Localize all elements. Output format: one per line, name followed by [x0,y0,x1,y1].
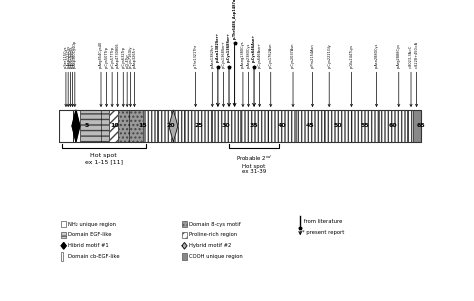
Text: p.Cys646Asn+: p.Cys646Asn+ [258,42,262,68]
Text: Hot spot
ex 1-15 [11]: Hot spot ex 1-15 [11] [85,154,123,164]
Text: p.Asn2880Cys: p.Asn2880Cys [374,43,379,68]
Bar [151,110,413,142]
Text: from literature: from literature [302,219,343,224]
Text: p.Asn1382Ser+: p.Asn1382Ser+ [216,32,220,62]
Text: p.Cys632Trp: p.Cys632Trp [121,46,125,68]
Text: 50: 50 [333,123,342,129]
Text: 25: 25 [194,123,203,129]
Polygon shape [72,110,80,142]
Polygon shape [61,243,66,249]
Bar [413,110,421,142]
Text: 55: 55 [361,123,370,129]
Text: p.Thr6486_Asp1487aaVal3Leu: p.Thr6486_Asp1487aaVal3Leu [233,0,237,39]
Text: p.Cys1368Ser+: p.Cys1368Ser+ [221,40,226,68]
Text: p.Asp3265+: p.Asp3265+ [132,46,137,68]
Bar [61,221,66,227]
Text: p.Cys1762Asn: p.Cys1762Asn [269,43,273,68]
Bar [59,110,73,142]
Bar [182,232,187,238]
Text: p.Asp122Cys: p.Asp122Cys [66,45,70,68]
Text: 5: 5 [85,123,89,129]
Text: 30: 30 [222,123,230,129]
Text: p.Cys1368Ser+: p.Cys1368Ser+ [227,32,231,62]
Text: p.Asn148Cys: p.Asn148Cys [71,45,74,68]
Text: Proline-rich region: Proline-rich region [189,232,237,237]
Text: COOH unique region: COOH unique region [189,254,243,259]
Text: p.Cys2221Gly: p.Cys2221Gly [327,43,331,68]
Text: 40: 40 [278,123,286,129]
Bar [118,110,143,142]
Text: Domain 8-cys motif: Domain 8-cys motif [189,222,241,227]
Text: p.Cys2037Asn: p.Cys2037Asn [291,43,295,68]
Text: c.8228+450>A: c.8228+450>A [415,41,419,68]
Text: 20: 20 [166,123,175,129]
Bar [61,232,66,238]
Text: * present report: * present report [302,231,345,235]
Text: NH₂ unique region: NH₂ unique region [68,222,116,227]
Text: Hibrid motif #1: Hibrid motif #1 [68,243,109,248]
Text: 60: 60 [389,123,398,129]
Text: p.Pro2154Asn: p.Pro2154Asn [310,43,314,68]
Polygon shape [169,110,178,142]
Text: c.8023-3A>C: c.8023-3A>C [409,45,413,68]
Text: 10: 10 [110,123,119,129]
Text: p.Asng1380Cys: p.Asng1380Cys [241,40,245,68]
Text: p.Asp4730806: p.Asp4730806 [116,42,120,68]
Text: p.D-4Tyr: p.D-4Tyr [125,53,129,68]
Text: p.Thr1321Thr: p.Thr1321Thr [193,44,198,68]
Text: p.Cys577Trp: p.Cys577Trp [110,46,114,68]
Text: p.Arg2888Cys: p.Arg2888Cys [397,43,401,68]
Text: 35: 35 [250,123,258,129]
Text: 65: 65 [417,123,425,129]
Bar [143,110,151,142]
Bar [109,110,118,142]
Bar [182,221,187,227]
Text: p.Glu2447Lys: p.Glu2447Lys [349,44,354,68]
Text: Domain cb-EGF-like: Domain cb-EGF-like [68,254,120,259]
Text: 15: 15 [138,123,147,129]
Text: Probable 2$^{nd}$
Hot spot
ex 31-39: Probable 2$^{nd}$ Hot spot ex 31-39 [236,154,272,174]
Text: 45: 45 [305,123,314,129]
Text: p.Asp360CysOp: p.Asp360CysOp [73,40,77,68]
Bar [80,110,109,142]
Polygon shape [182,243,187,249]
Text: p.Asp2380Cys: p.Asp2380Cys [246,43,250,68]
Text: p.Ser115Cys: p.Ser115Cys [64,45,68,68]
Text: Hybrid motif #2: Hybrid motif #2 [189,243,231,248]
Bar [182,253,187,260]
Text: p.Cys507Trp: p.Cys507Trp [105,46,109,68]
Bar [61,252,63,261]
Text: p.Cys716Gly: p.Cys716Gly [128,45,133,68]
Text: p.Cys646Asn+: p.Cys646Asn+ [252,34,256,62]
Text: p.Asn1382fs+: p.Asn1382fs+ [210,43,214,68]
Text: Domain EGF-like: Domain EGF-like [68,232,112,237]
Text: p.Ala130Cys: p.Ala130Cys [68,46,73,68]
Text: p.Arg454Cys40: p.Arg454Cys40 [99,41,103,68]
Bar [59,110,421,142]
